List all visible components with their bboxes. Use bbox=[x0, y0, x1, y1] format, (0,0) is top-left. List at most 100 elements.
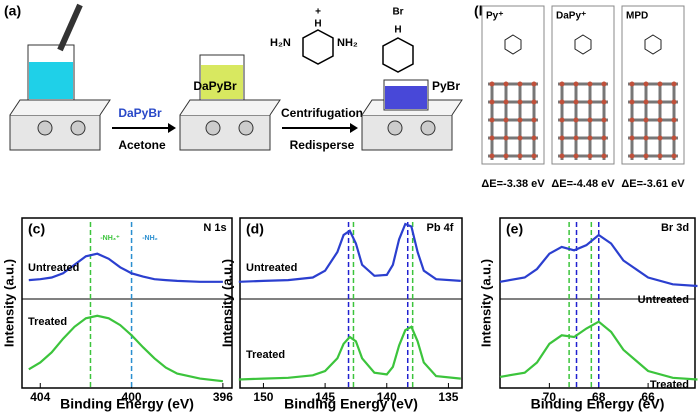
atom bbox=[601, 153, 607, 159]
x-tick-label: 400 bbox=[122, 390, 142, 404]
spectrum-line bbox=[238, 325, 461, 381]
atom bbox=[531, 135, 537, 141]
atom bbox=[657, 99, 663, 105]
atom bbox=[587, 99, 593, 105]
atom bbox=[489, 153, 495, 159]
stirrer-top bbox=[179, 99, 281, 116]
spectrum-line bbox=[28, 314, 224, 383]
ring bbox=[382, 37, 414, 73]
stirrer bbox=[9, 114, 101, 151]
atom bbox=[671, 117, 677, 123]
panel-label: (c) bbox=[28, 221, 45, 237]
knob bbox=[387, 120, 403, 136]
reagent: DaPyBr bbox=[118, 106, 162, 120]
atom bbox=[657, 153, 663, 159]
annotation: -NH₃⁺ bbox=[100, 235, 120, 242]
atom bbox=[629, 99, 635, 105]
y-axis-label: Intensity (a.u.) bbox=[478, 259, 493, 347]
atom bbox=[573, 135, 579, 141]
atom bbox=[671, 81, 677, 87]
atom bbox=[489, 81, 495, 87]
series-label: Treated bbox=[28, 316, 67, 328]
chem: H bbox=[394, 25, 401, 36]
annotation: N 1s bbox=[203, 222, 226, 234]
energy: ΔE=-3.61 eV bbox=[621, 178, 685, 190]
atom bbox=[559, 153, 565, 159]
x-tick-label: 68 bbox=[592, 390, 606, 404]
spectrum-line bbox=[28, 252, 223, 283]
molecule bbox=[574, 34, 592, 55]
stirrer bbox=[361, 114, 453, 151]
molecule bbox=[504, 34, 522, 55]
atom bbox=[629, 153, 635, 159]
atom bbox=[629, 81, 635, 87]
knob bbox=[205, 120, 221, 136]
panel-label: (e) bbox=[506, 221, 523, 237]
series-label: Treated bbox=[246, 349, 285, 361]
atom bbox=[503, 153, 509, 159]
atom bbox=[601, 135, 607, 141]
atom bbox=[587, 153, 593, 159]
molecule-label: PyBr bbox=[432, 79, 460, 93]
step: Redisperse bbox=[290, 138, 355, 152]
atom bbox=[671, 153, 677, 159]
atom bbox=[517, 99, 523, 105]
atom bbox=[503, 135, 509, 141]
panel-label: (a) bbox=[4, 3, 21, 19]
solution bbox=[201, 65, 243, 99]
knob bbox=[70, 120, 86, 136]
atom bbox=[517, 135, 523, 141]
atom bbox=[559, 135, 565, 141]
knob bbox=[37, 120, 53, 136]
solution bbox=[385, 86, 427, 109]
chem: H bbox=[314, 19, 321, 30]
atom bbox=[559, 99, 565, 105]
atom bbox=[517, 117, 523, 123]
solution bbox=[29, 62, 73, 99]
atom bbox=[587, 81, 593, 87]
ring bbox=[302, 29, 334, 65]
atom bbox=[587, 117, 593, 123]
atom bbox=[559, 117, 565, 123]
x-axis-label: Binding Energy (eV) bbox=[284, 396, 418, 412]
chem: Br bbox=[392, 7, 403, 18]
series-label: Untreated bbox=[246, 262, 297, 274]
atom bbox=[503, 117, 509, 123]
series-label: Untreated bbox=[28, 262, 79, 274]
x-tick-label: 66 bbox=[641, 390, 655, 404]
x-tick-label: 396 bbox=[213, 390, 233, 404]
spectrum-line bbox=[238, 222, 461, 283]
atom bbox=[573, 81, 579, 87]
x-tick-label: 150 bbox=[253, 390, 273, 404]
x-tick-label: 135 bbox=[438, 390, 458, 404]
panel-a: (a) DaPyBr Acetone DaPyBr H₂N H + NH₂ Br… bbox=[4, 3, 463, 152]
atom bbox=[671, 135, 677, 141]
chem: NH₂ bbox=[337, 37, 358, 49]
atom bbox=[643, 81, 649, 87]
box-title: DaPy⁺ bbox=[556, 11, 586, 22]
panel-label: (d) bbox=[246, 221, 264, 237]
atom bbox=[573, 99, 579, 105]
atom bbox=[587, 135, 593, 141]
atom bbox=[643, 135, 649, 141]
molecule-label: DaPyBr bbox=[193, 79, 237, 93]
atom bbox=[643, 99, 649, 105]
x-tick-label: 70 bbox=[543, 390, 557, 404]
atom bbox=[489, 99, 495, 105]
atom bbox=[531, 153, 537, 159]
atom bbox=[489, 135, 495, 141]
annotation: Br 3d bbox=[661, 222, 689, 234]
series-label: Treated bbox=[650, 379, 689, 391]
x-tick-label: 145 bbox=[315, 390, 335, 404]
atom bbox=[559, 81, 565, 87]
y-axis-label: Intensity (a.u.) bbox=[1, 259, 16, 347]
atom bbox=[671, 99, 677, 105]
x-tick-label: 404 bbox=[30, 390, 50, 404]
atom bbox=[601, 81, 607, 87]
x-axis-label: Binding Energy (eV) bbox=[60, 396, 194, 412]
plot-frame bbox=[21, 217, 233, 389]
y-axis-label: Intensity (a.u.) bbox=[219, 259, 234, 347]
stirrer-top bbox=[9, 99, 111, 116]
molecule bbox=[644, 34, 662, 55]
